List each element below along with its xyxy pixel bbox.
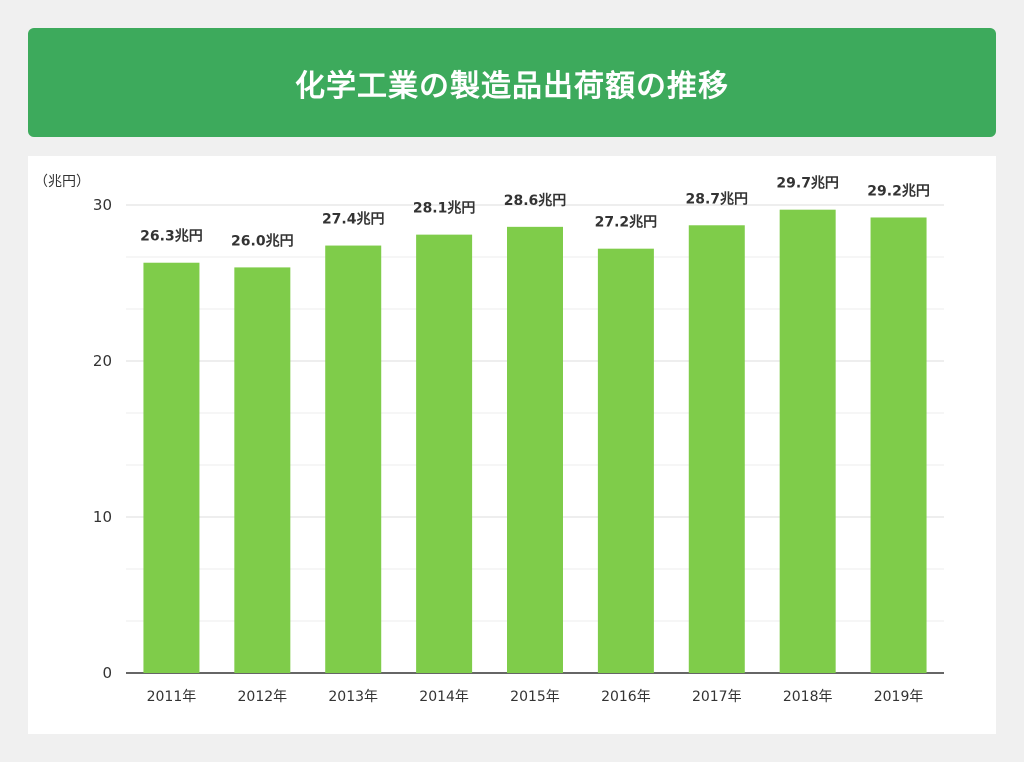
bar-2019年	[870, 217, 927, 674]
bar-2018年	[779, 209, 836, 673]
x-tick-label: 2016年	[601, 689, 651, 705]
y-tick-label: 20	[93, 352, 112, 370]
x-tick-label: 2017年	[692, 689, 742, 705]
data-label: 26.0兆円	[231, 233, 294, 249]
data-label: 27.2兆円	[595, 215, 658, 231]
bar-chart: （兆円） 0 10 20 30 26.3兆円 2011年 26.0兆円 2012年 27.4兆円…	[34, 174, 944, 705]
y-tick-label: 30	[93, 196, 112, 214]
y-tick-label: 0	[102, 664, 112, 682]
x-tick-label: 2011年	[147, 689, 197, 705]
data-label: 28.1兆円	[413, 201, 476, 217]
data-label: 29.2兆円	[867, 183, 930, 199]
x-tick-label: 2018年	[783, 689, 833, 705]
x-tick-label: 2019年	[874, 689, 924, 705]
bar-2013年	[325, 245, 382, 673]
chart-panel: （兆円） 0 10 20 30 26.3兆円 2011年 26.0兆円 2012年 27.4兆円…	[28, 156, 996, 734]
data-label: 27.4兆円	[322, 212, 385, 228]
x-tick-label: 2014年	[419, 689, 469, 705]
x-tick-label: 2012年	[238, 689, 288, 705]
x-tick-label: 2013年	[328, 689, 378, 705]
y-tick-label: 10	[93, 508, 112, 526]
bar-2015年	[507, 226, 563, 673]
data-label: 28.6兆円	[504, 193, 567, 209]
bar-2016年	[597, 248, 654, 673]
data-label: 28.7兆円	[686, 191, 749, 207]
x-tick-label: 2015年	[510, 689, 560, 705]
data-label: 29.7兆円	[776, 176, 839, 192]
title-banner: 化学工業の製造品出荷額の推移	[28, 28, 996, 137]
bar-2011年	[143, 262, 200, 673]
page-title: 化学工業の製造品出荷額の推移	[295, 68, 729, 104]
data-label: 26.3兆円	[140, 229, 203, 245]
y-unit-label: （兆円）	[34, 174, 90, 190]
bar-2012年	[234, 267, 291, 673]
bar-2017年	[688, 225, 745, 673]
bar-2014年	[416, 234, 473, 673]
